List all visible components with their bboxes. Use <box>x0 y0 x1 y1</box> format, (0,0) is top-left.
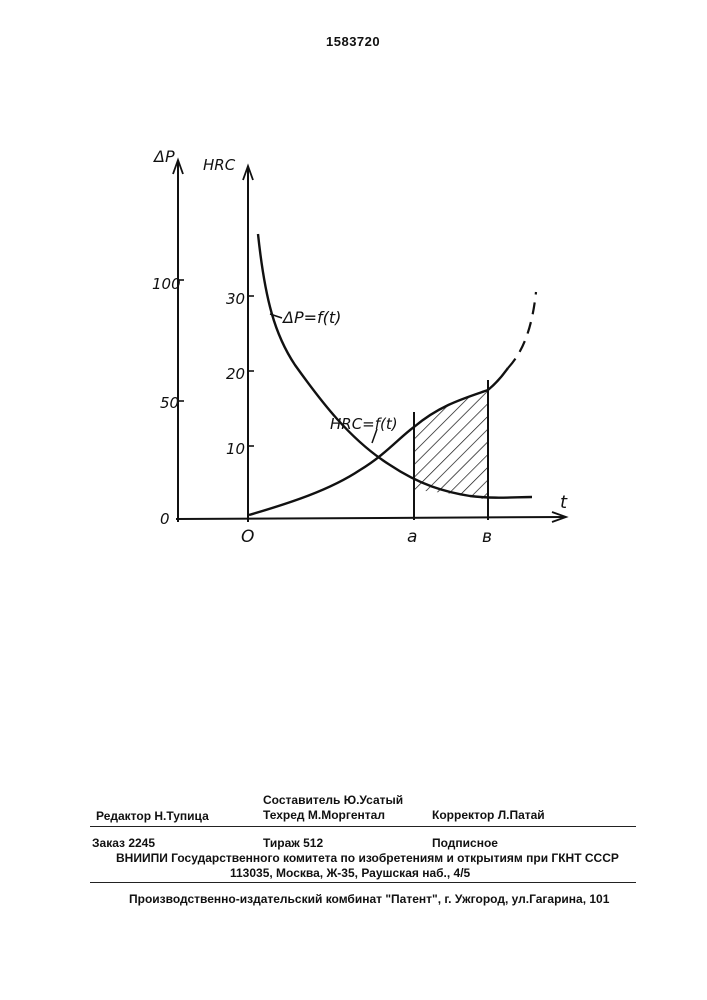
dp-curve <box>258 234 532 498</box>
left-tick-0: 0 <box>160 510 170 528</box>
left-axis <box>173 160 184 522</box>
imprint-publisher: Производственно-издательский комбинат "П… <box>129 892 609 906</box>
imprint-circulation: Тираж 512 <box>263 836 323 850</box>
imprint-order: Заказ 2245 <box>92 836 155 850</box>
left-axis-label: ΔP <box>152 147 175 166</box>
imprint-rule-bottom <box>90 882 636 883</box>
imprint-compiler: Составитель Ю.Усатый <box>263 793 403 807</box>
imprint-institute: ВНИИПИ Государственного комитета по изоб… <box>116 851 619 865</box>
left-tick-100: 100 <box>152 275 181 293</box>
right-tick-30: 30 <box>226 290 245 308</box>
x-point-a: a <box>407 527 417 547</box>
imprint-corrector: Корректор Л.Патай <box>432 808 545 822</box>
imprint-editor: Редактор Н.Тупица <box>96 809 209 823</box>
x-point-b: в <box>482 527 492 547</box>
right-axis-label: HRC <box>203 156 236 174</box>
right-axis <box>243 166 254 522</box>
right-tick-10: 10 <box>226 440 245 458</box>
x-axis <box>176 512 566 522</box>
left-tick-50: 50 <box>160 394 179 412</box>
dp-curve-label: ΔP=f(t) <box>281 308 341 327</box>
imprint-address: 113035, Москва, Ж-35, Раушская наб., 4/5 <box>230 866 470 880</box>
hrc-curve-label: HRC=f(t) <box>330 415 398 433</box>
x-axis-label: t <box>560 492 568 513</box>
right-tick-20: 20 <box>226 365 245 383</box>
hrc-curve-extension <box>508 292 536 368</box>
imprint-subscription: Подписное <box>432 836 498 850</box>
imprint-rule-top <box>90 826 636 827</box>
imprint-techred: Техред М.Моргентал <box>263 808 385 822</box>
x-point-origin: O <box>241 527 254 547</box>
